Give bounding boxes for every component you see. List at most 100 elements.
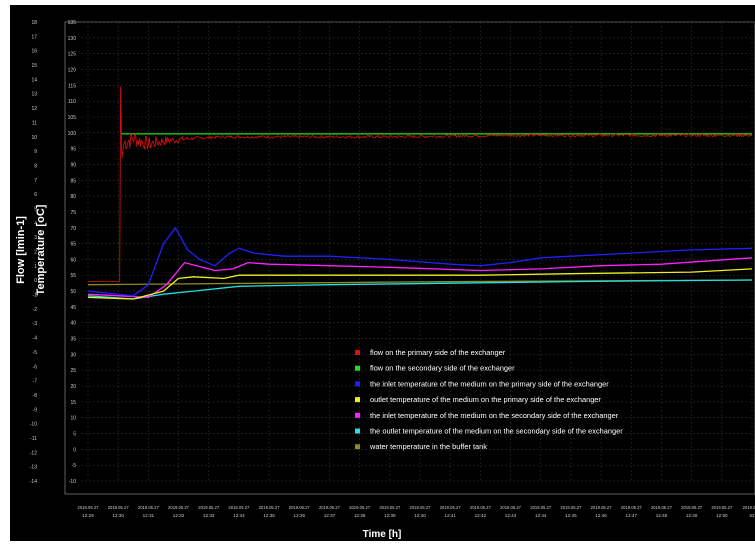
x-tick-time: 12:46 [595, 513, 607, 518]
flow-axis-label: Flow [lmin-1] [15, 216, 27, 284]
legend-label: the inlet temperature of the medium on t… [370, 379, 609, 388]
x-tick-date: 2019.05.27 [591, 505, 613, 510]
flow-tick-label: -4 [33, 336, 38, 342]
temperature-tick-label: 115 [68, 83, 76, 89]
x-tick-date: 2019.05.27 [349, 505, 371, 510]
flow-tick-label: -12 [30, 450, 37, 456]
flow-tick-label: 4 [34, 221, 37, 227]
flow-tick-label: -14 [30, 479, 37, 485]
temperature-tick-label: 15 [70, 400, 76, 406]
temperature-axis-label: Temperature [oC] [35, 204, 47, 295]
x-tick-time: 12:35 [263, 513, 275, 518]
temperature-tick-label: 125 [68, 52, 77, 58]
temperature-tick-label: 0 [73, 447, 76, 453]
legend-label: flow on the secondary side of the exchan… [370, 364, 515, 373]
temperature-tick-label: 105 [68, 115, 77, 121]
temperature-tick-label: 50 [70, 289, 76, 295]
temperature-tick-label: 35 [70, 337, 76, 343]
temperature-tick-label: 65 [70, 242, 76, 248]
x-tick-date: 2019.05.27 [259, 505, 281, 510]
legend-swatch [355, 428, 360, 434]
x-tick-date: 2019.05.27 [440, 505, 462, 510]
flow-tick-label: -1 [33, 293, 38, 299]
flow-tick-label: 16 [31, 49, 37, 55]
flow-tick-label: 18 [31, 20, 37, 26]
x-tick-date: 2019.05.27 [560, 505, 582, 510]
x-tick-time: 12:34 [233, 513, 245, 518]
x-axis-ticks: 2019.05.27 12:29 2019.05.27 12:30 2019.05.27… [78, 505, 755, 518]
x-tick-time: 12:36 [294, 513, 306, 518]
legend-swatch [355, 444, 360, 450]
x-axis-label: Time [h] [363, 529, 402, 540]
x-tick-date: 2019.05.27 [530, 505, 552, 510]
temperature-tick-label: 135 [68, 20, 77, 26]
x-tick-date: 2019.05.27 [168, 505, 190, 510]
flow-tick-label: 2 [34, 250, 37, 256]
flow-tick-label: -10 [30, 422, 37, 428]
temperature-tick-label: 80 [70, 194, 76, 200]
x-tick-date: 2019.05.27 [319, 505, 341, 510]
x-tick-time: 12:32 [173, 513, 185, 518]
x-tick-time: 12:39 [384, 513, 396, 518]
x-tick-time: 12:43 [505, 513, 517, 518]
series-line [87, 257, 753, 299]
legend-swatch [355, 350, 360, 355]
legend-label: flow on the primary side of the exchange… [370, 348, 506, 357]
legend: flow on the primary side of the exchange… [355, 348, 623, 451]
temperature-tick-label: 75 [70, 210, 76, 216]
flow-tick-label: -6 [33, 364, 38, 370]
temperature-tick-label: 70 [70, 226, 76, 232]
temperature-tick-label: 110 [68, 99, 76, 105]
flow-tick-label: -7 [33, 379, 38, 385]
flow-tick-label: 1 [34, 264, 37, 270]
x-tick-date: 2019.05.27 [410, 505, 432, 510]
series-line [87, 227, 753, 297]
temperature-tick-label: -5 [72, 463, 77, 469]
legend-swatch [355, 397, 360, 403]
flow-tick-label: -5 [33, 350, 38, 356]
x-tick-date: 2019.05.2 [743, 505, 755, 510]
x-tick-time: 12:48 [656, 513, 668, 518]
legend-swatch [355, 381, 360, 387]
x-tick-date: 2019.05.27 [108, 505, 130, 510]
flow-tick-label: -13 [30, 465, 37, 471]
temperature-tick-label: 30 [70, 352, 76, 358]
temperature-tick-label: 85 [70, 178, 76, 184]
flow-tick-label: 11 [32, 120, 37, 126]
temperature-tick-label: 20 [70, 384, 76, 390]
flow-tick-label: 13 [31, 92, 37, 98]
temperature-tick-label: 10 [70, 416, 76, 422]
grid [81, 21, 755, 482]
legend-swatch [355, 365, 360, 371]
flow-tick-label: 0 [34, 278, 37, 284]
temperature-tick-label: 25 [70, 368, 76, 374]
x-tick-time: 12:47 [626, 513, 638, 518]
flow-tick-label: -8 [33, 393, 38, 399]
series-line [87, 268, 753, 300]
legend-label: water temperature in the buffer tank [369, 442, 487, 451]
flow-tick-label: 12 [31, 106, 37, 112]
temperature-tick-label: 55 [70, 273, 76, 279]
temperature-tick-label: -10 [69, 479, 76, 485]
x-tick-date: 2019.05.27 [379, 505, 401, 510]
flow-tick-label: 7 [34, 178, 37, 184]
legend-label: the outlet temperature of the medium on … [370, 427, 623, 436]
temperature-tick-label: 100 [68, 131, 77, 137]
temperature-tick-label: 90 [70, 162, 76, 168]
x-tick-time: 12:42 [475, 513, 487, 518]
flow-tick-label: -3 [33, 321, 38, 327]
temperature-tick-label: 45 [70, 305, 76, 311]
x-tick-date: 2019.05.27 [500, 505, 522, 510]
temperature-tick-label: 5 [73, 432, 76, 438]
flow-axis-ticks: 1817161514131211109876543210-1-2-3-4-5-6… [30, 20, 37, 485]
flow-tick-label: 14 [31, 77, 37, 83]
x-tick-date: 2019.05.27 [228, 505, 250, 510]
x-tick-time: 12:29 [82, 513, 94, 518]
x-tick-time: 12:31 [143, 513, 155, 518]
flow-tick-label: -2 [33, 307, 38, 313]
x-tick-date: 2019.05.27 [621, 505, 643, 510]
legend-swatch [355, 412, 360, 418]
temperature-tick-label: 60 [70, 257, 76, 263]
